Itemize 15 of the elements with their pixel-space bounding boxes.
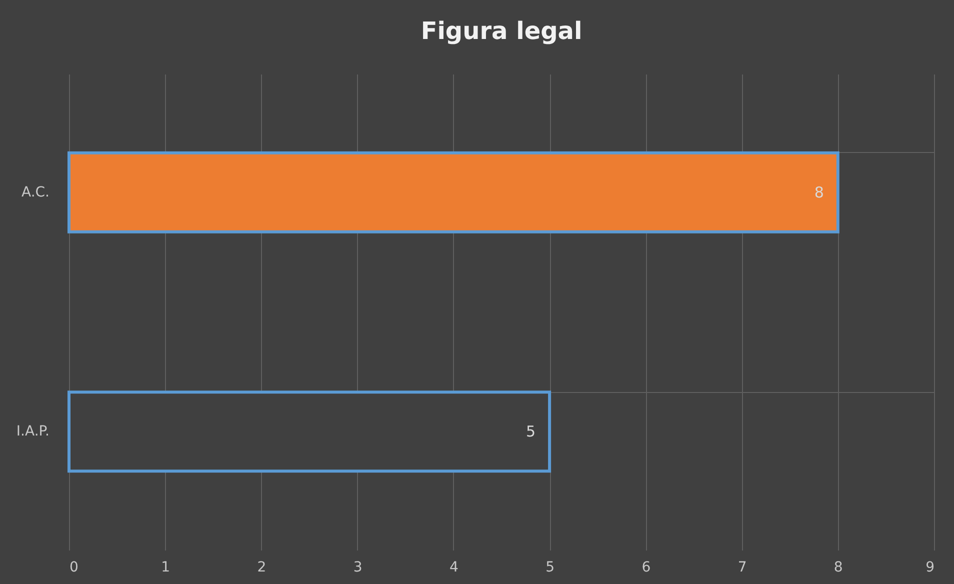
data-label: 8 bbox=[814, 183, 824, 202]
x-tick-label: 3 bbox=[353, 560, 362, 576]
x-tick-label: 6 bbox=[642, 560, 651, 576]
x-tick-label: 8 bbox=[834, 560, 843, 576]
x-tick-label: 2 bbox=[257, 560, 266, 576]
x-tick-label: 1 bbox=[161, 560, 170, 576]
x-tick-label: 9 bbox=[926, 560, 934, 576]
y-tick-label: A.C. bbox=[21, 184, 50, 200]
y-tick-label: I.A.P. bbox=[16, 424, 50, 440]
x-tick-label: 7 bbox=[738, 560, 747, 576]
x-tick-label: 5 bbox=[546, 560, 555, 576]
x-tick-label: 0 bbox=[70, 560, 78, 576]
x-tick-label: 4 bbox=[449, 560, 458, 576]
data-label: 5 bbox=[526, 422, 536, 441]
chart-title: Figura legal bbox=[420, 17, 582, 45]
